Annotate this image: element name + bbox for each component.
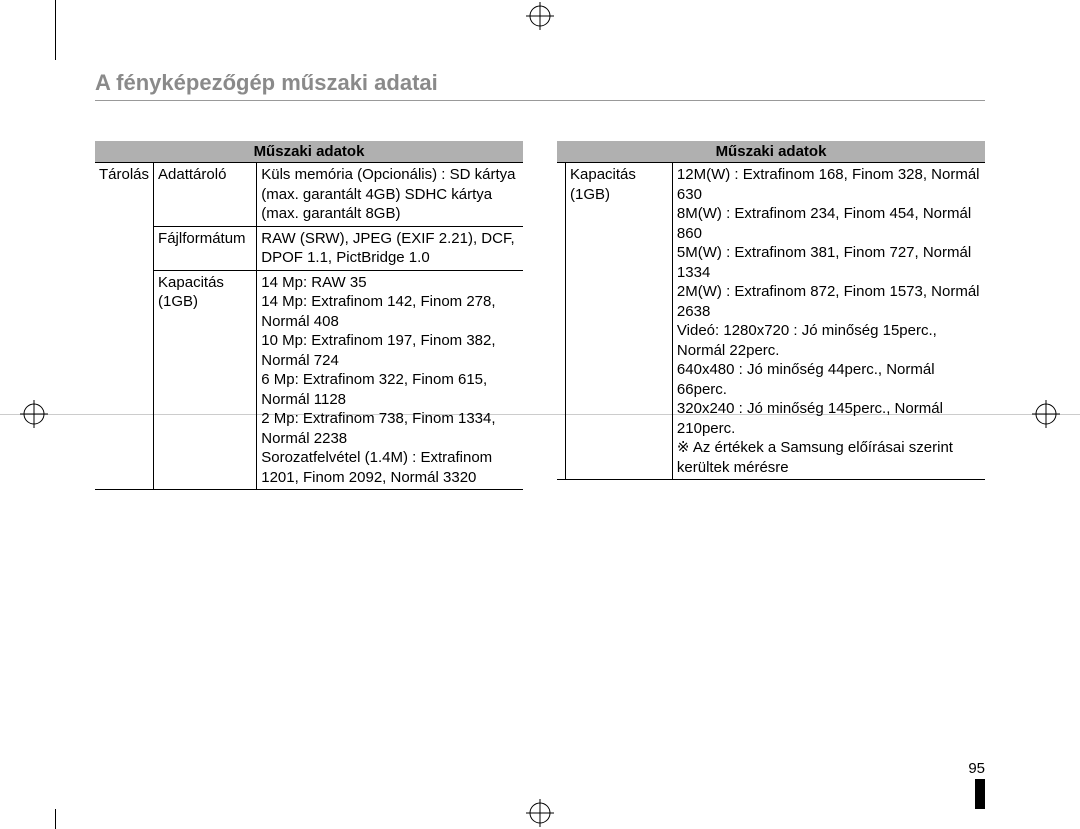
left-row0-val: Küls memória (Opcionális) : SD kártya (m… — [257, 163, 523, 227]
crop-line-left — [55, 0, 56, 60]
right-spec-column: Műszaki adatok Kapacitás (1GB) 12M(W) : … — [557, 141, 985, 490]
left-row1-val: RAW (SRW), JPEG (EXIF 2.21), DCF, DPOF 1… — [257, 226, 523, 270]
left-table-header: Műszaki adatok — [95, 141, 523, 163]
left-spec-column: Műszaki adatok Tárolás Adattároló Küls m… — [95, 141, 523, 490]
registration-mark-right — [1032, 400, 1060, 428]
left-category: Tárolás — [95, 163, 154, 490]
crop-line-left-b — [55, 809, 56, 829]
right-category — [557, 163, 566, 480]
right-table-header: Műszaki adatok — [557, 141, 985, 163]
page-number-block: 95 — [968, 760, 985, 809]
page-number: 95 — [968, 760, 985, 777]
left-row1-sub: Fájlformátum — [154, 226, 257, 270]
right-row0-sub: Kapacitás (1GB) — [566, 163, 673, 480]
right-spec-table: Műszaki adatok Kapacitás (1GB) 12M(W) : … — [557, 141, 985, 480]
registration-mark-left — [20, 400, 48, 428]
page-title: A fényképezőgép műszaki adatai — [95, 70, 985, 101]
page-number-bar — [975, 779, 985, 809]
left-spec-table: Műszaki adatok Tárolás Adattároló Küls m… — [95, 141, 523, 490]
left-row2-val: 14 Mp: RAW 3514 Mp: Extrafinom 142, Fino… — [257, 270, 523, 490]
left-row0-sub: Adattároló — [154, 163, 257, 227]
registration-mark-bottom — [526, 799, 554, 827]
registration-mark-top — [526, 2, 554, 30]
left-row2-sub: Kapacitás (1GB) — [154, 270, 257, 490]
right-row0-val: 12M(W) : Extrafinom 168, Finom 328, Norm… — [672, 163, 985, 480]
